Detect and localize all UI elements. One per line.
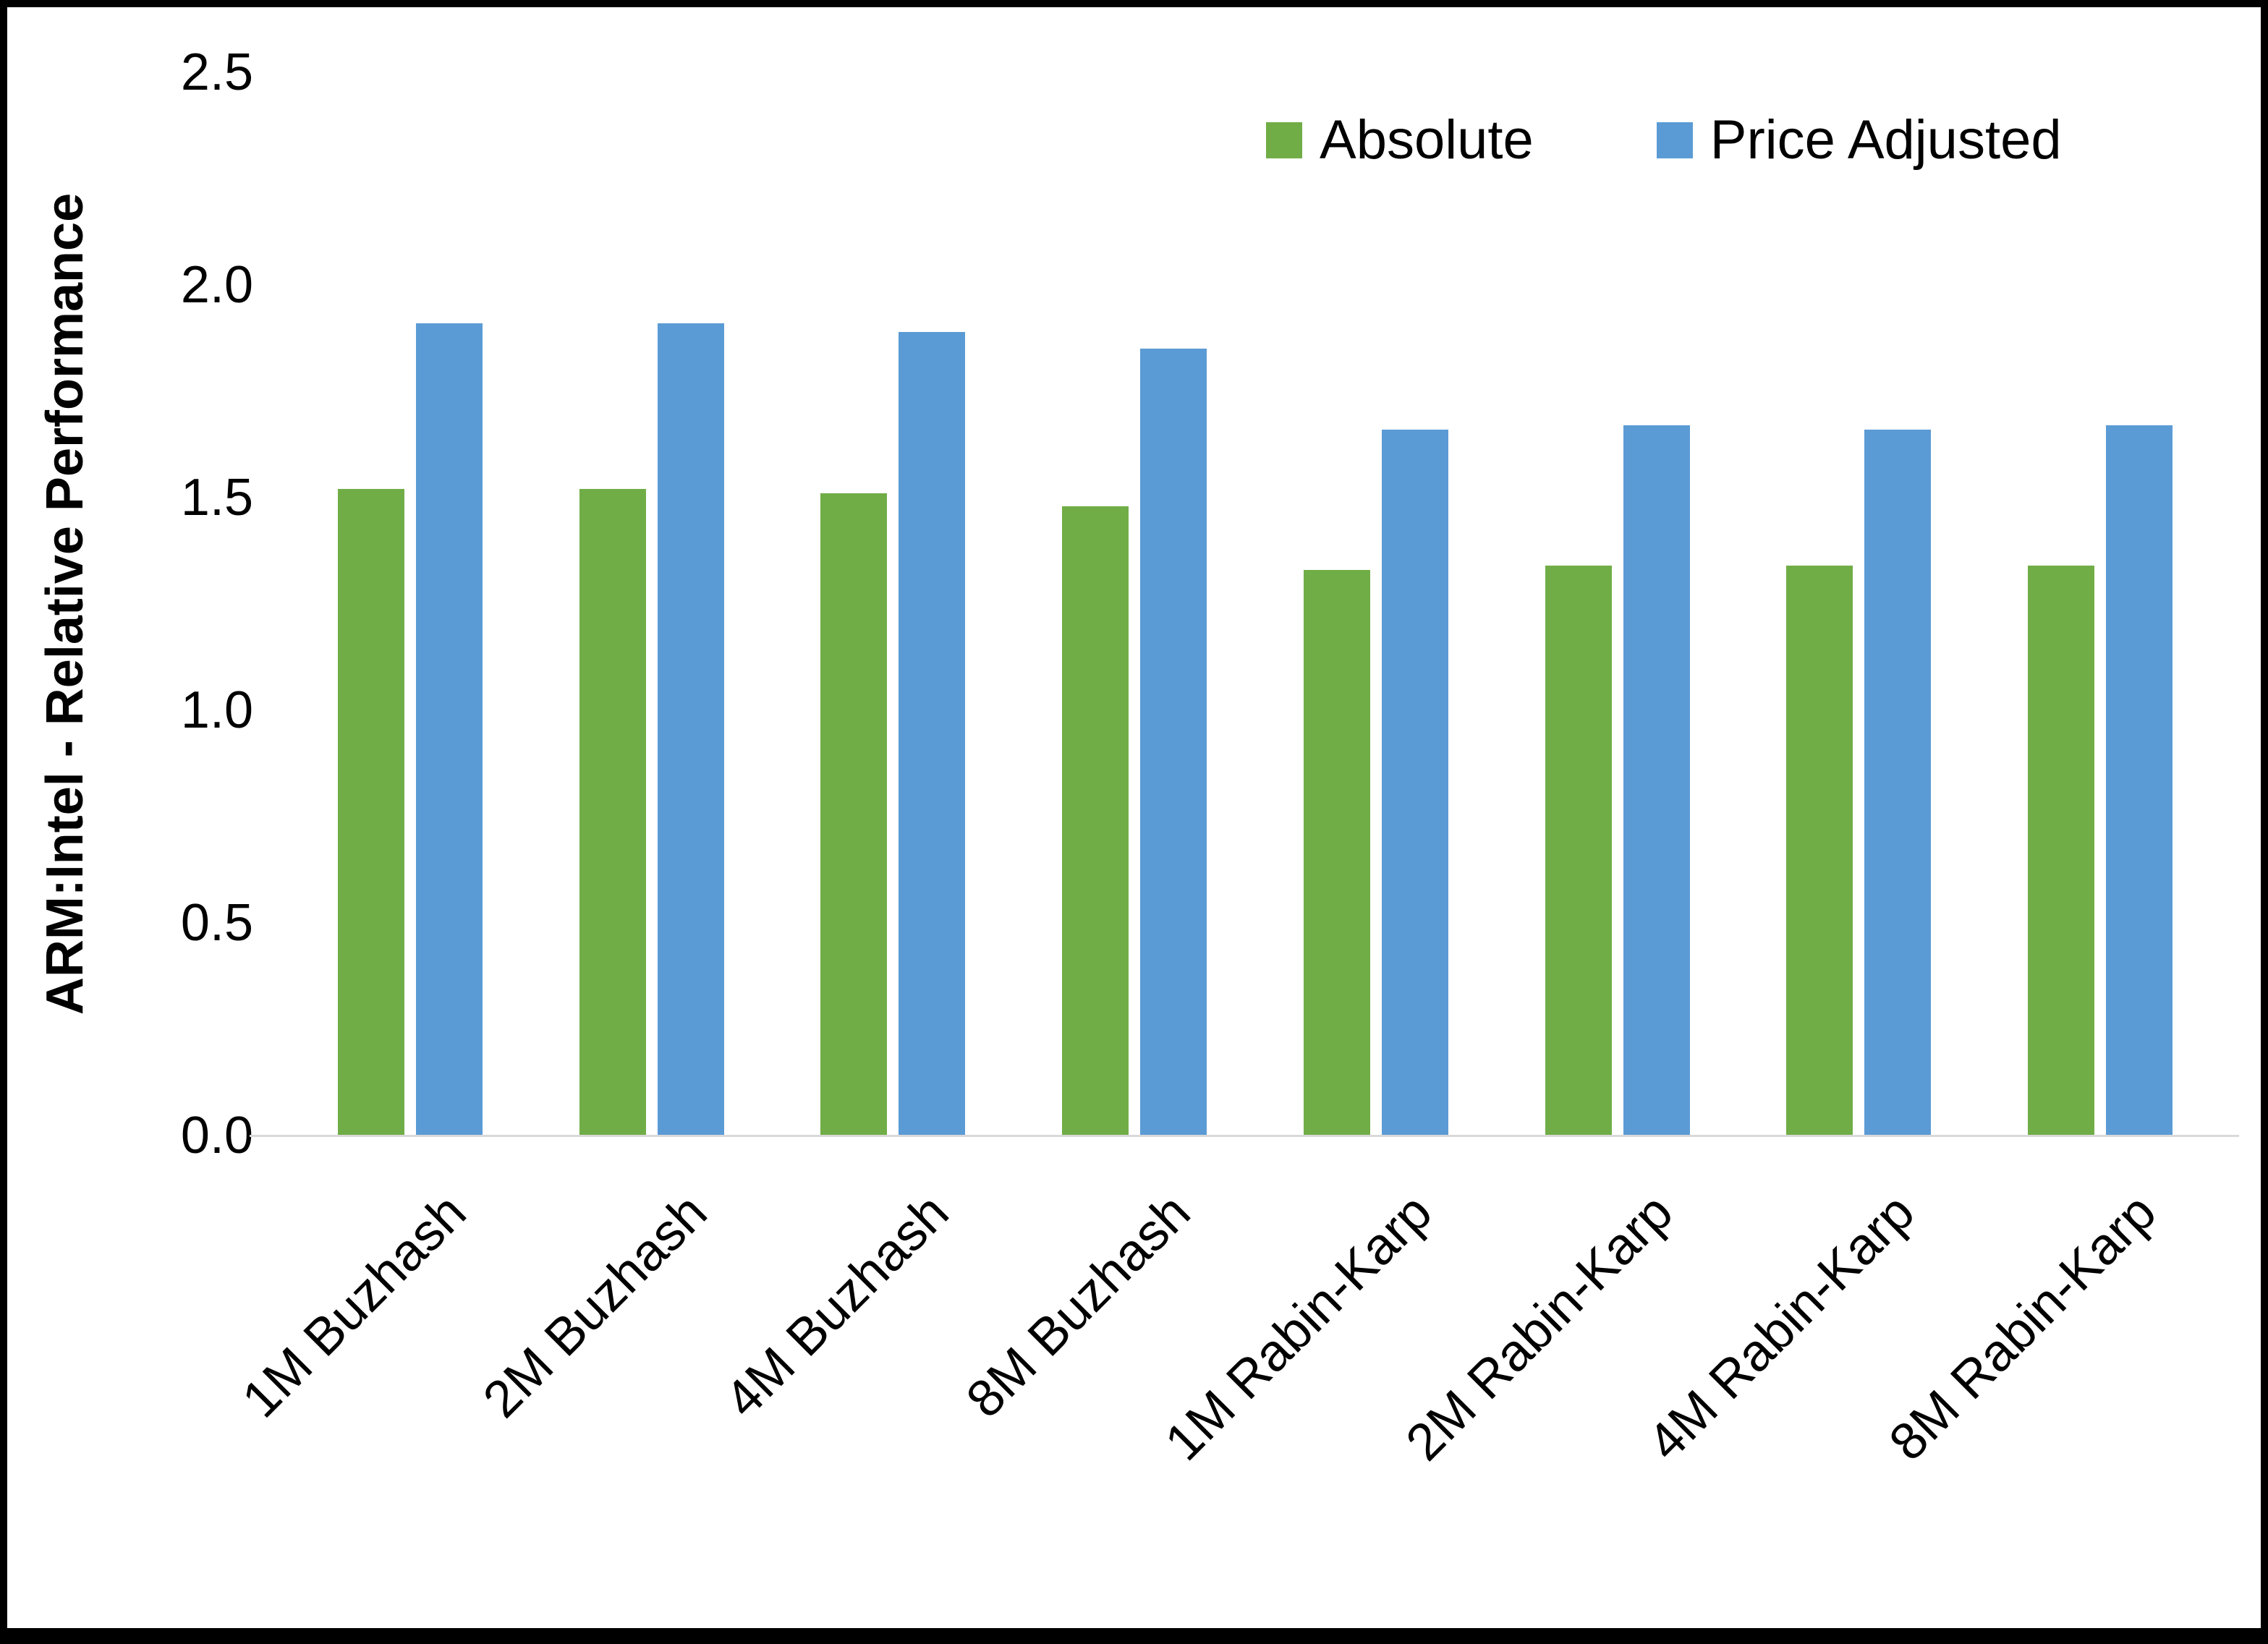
bar-absolute [579,489,646,1136]
bar-price-adjusted [657,323,724,1136]
legend-label: Price Adjusted [1710,109,2062,171]
bar-group [773,72,1014,1136]
x-tick-label: 4M Rabin-Karp [1636,1183,1926,1472]
bar-price-adjusted [2106,425,2173,1136]
legend-label: Absolute [1320,109,1534,171]
bar-group [1979,72,2221,1136]
x-tick-label: 2M Rabin-Karp [1395,1183,1684,1472]
y-tick-label: 0.5 [180,894,253,952]
y-tick-label: 2.5 [180,43,253,101]
bar-absolute [337,489,404,1136]
bar-absolute [1303,569,1370,1136]
x-tick-label: 8M Rabin-Karp [1878,1183,2167,1472]
legend-swatch-icon [1266,122,1302,158]
legend: Absolute Price Adjusted [1266,108,2062,171]
bar-group [531,72,773,1136]
bar-absolute [820,493,888,1136]
bar-group [1255,72,1497,1136]
x-tick-label: 8M Buzhash [955,1183,1202,1429]
bar-price-adjusted [1864,429,1932,1136]
bar-group [1738,72,1980,1136]
bar-price-adjusted [1140,349,1207,1136]
bar-group [289,72,531,1136]
y-axis-ticks: 0.0 0.5 1.0 1.5 2.0 2.5 [87,43,253,1164]
bar-price-adjusted [1381,429,1448,1136]
legend-item-price-adjusted: Price Adjusted [1656,108,2062,171]
bar-price-adjusted [1623,425,1690,1136]
legend-swatch-icon [1656,122,1693,158]
plot-area [250,72,2239,1137]
x-axis-line [250,1135,2239,1137]
x-tick-label: 1M Rabin-Karp [1154,1183,1443,1472]
y-tick-label: 1.0 [180,681,253,739]
x-tick-label: 1M Buzhash [231,1183,477,1429]
bar-group [1497,72,1738,1136]
bar-price-adjusted [899,331,966,1136]
x-tick-label: 4M Buzhash [714,1183,960,1429]
bar-groups [289,72,2221,1136]
bar-absolute [1786,566,1853,1136]
bar-absolute [1545,566,1612,1136]
y-tick-label: 1.5 [180,469,253,527]
x-tick-label: 2M Buzhash [472,1183,718,1429]
bar-group [1014,72,1255,1136]
legend-item-absolute: Absolute [1266,108,1534,171]
bar-absolute [1062,506,1129,1136]
bar-price-adjusted [415,323,483,1136]
x-axis-labels: 1M Buzhash 2M Buzhash 4M Buzhash 8M Buzhash… [7,1183,2261,1628]
y-tick-label: 2.0 [180,256,253,314]
bar-absolute [2028,566,2095,1136]
y-tick-label: 0.0 [180,1107,253,1164]
